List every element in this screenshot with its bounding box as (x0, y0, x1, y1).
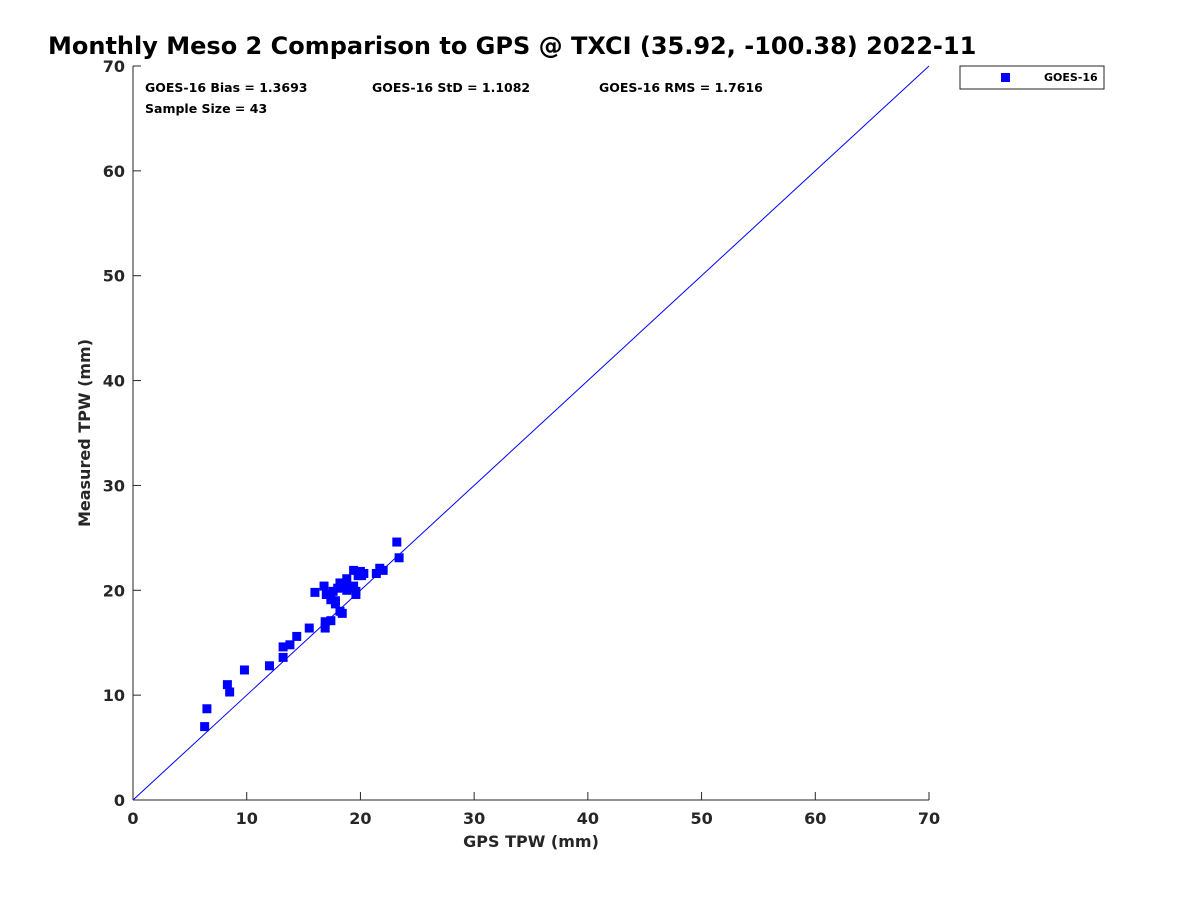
data-point (304, 623, 314, 633)
data-point (349, 581, 359, 591)
data-point (225, 687, 235, 697)
y-tick-label: 10 (103, 686, 125, 705)
y-tick-label: 0 (114, 791, 125, 810)
y-tick-label: 20 (103, 581, 125, 600)
data-point (338, 582, 348, 592)
y-tick-label: 40 (103, 372, 125, 391)
data-point (337, 608, 347, 618)
x-tick-label: 60 (804, 809, 826, 828)
data-point (285, 640, 295, 650)
x-tick-label: 70 (918, 809, 940, 828)
stat-bias: GOES-16 Bias = 1.3693 (145, 80, 307, 95)
legend-label-goes16: GOES-16 (1044, 71, 1098, 84)
x-tick-label: 20 (349, 809, 371, 828)
data-point (264, 661, 274, 671)
data-point (202, 704, 212, 714)
data-point (278, 642, 288, 652)
data-point (326, 595, 336, 605)
data-point (278, 652, 288, 662)
stat-std: GOES-16 StD = 1.1082 (372, 80, 530, 95)
data-point (328, 586, 338, 596)
plot-area: 0 10 20 30 40 50 60 70 0 10 20 30 40 50 60 70 (103, 57, 940, 828)
legend: GOES-16 (959, 65, 1105, 90)
x-axis-label: GPS TPW (mm) (463, 832, 599, 851)
data-point (378, 565, 388, 575)
x-tick-label: 0 (127, 809, 138, 828)
x-tick-label: 40 (577, 809, 599, 828)
legend-box (959, 65, 1105, 90)
stat-rms: GOES-16 RMS = 1.7616 (599, 80, 763, 95)
data-point (222, 680, 232, 690)
data-point (349, 565, 359, 575)
data-point (319, 581, 329, 591)
data-point (200, 722, 210, 732)
x-tick-label: 10 (236, 809, 258, 828)
one-to-one-line (132, 65, 930, 801)
stats-block: GOES-16 Bias = 1.3693 GOES-16 StD = 1.10… (145, 80, 763, 116)
x-tick-label: 50 (690, 809, 712, 828)
data-point (310, 587, 320, 597)
data-point (371, 569, 381, 579)
stat-sample-size: Sample Size = 43 (145, 101, 267, 116)
data-point (239, 665, 249, 675)
legend-marker-goes16 (1001, 73, 1010, 82)
data-point (351, 589, 361, 599)
data-points (200, 537, 404, 732)
y-tick-label: 50 (103, 267, 125, 286)
data-point (321, 589, 331, 599)
data-point (333, 583, 343, 593)
data-point (292, 631, 302, 641)
data-point (330, 596, 340, 606)
data-point (392, 537, 402, 547)
chart-title: Monthly Meso 2 Comparison to GPS @ TXCI … (48, 32, 976, 60)
data-point (342, 574, 352, 584)
y-axis-label: Measured TPW (mm) (75, 339, 94, 527)
y-tick-label: 30 (103, 476, 125, 495)
y-tick-label: 70 (103, 57, 125, 76)
y-tick-label: 60 (103, 162, 125, 181)
data-point (394, 553, 404, 563)
data-point (357, 571, 367, 581)
data-point (320, 617, 330, 627)
data-point (320, 623, 330, 633)
axis-ticks: 0 10 20 30 40 50 60 70 0 10 20 30 40 50 60 70 (103, 57, 940, 828)
x-tick-label: 30 (463, 809, 485, 828)
data-point (326, 616, 336, 626)
reference-line-group (132, 65, 930, 801)
